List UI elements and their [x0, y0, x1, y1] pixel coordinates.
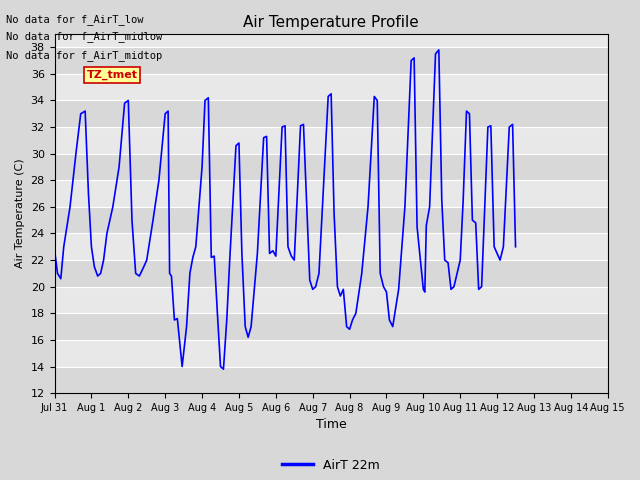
Bar [54, 260, 608, 287]
Bar [54, 313, 608, 340]
Bar [54, 154, 608, 180]
Bar [54, 367, 608, 393]
Text: No data for f_AirT_midtop: No data for f_AirT_midtop [6, 49, 163, 60]
Text: TZ_tmet: TZ_tmet [86, 70, 138, 80]
Y-axis label: Air Temperature (C): Air Temperature (C) [15, 159, 25, 268]
Text: No data for f_AirT_midlow: No data for f_AirT_midlow [6, 31, 163, 42]
Bar [54, 100, 608, 127]
Legend: AirT 22m: AirT 22m [277, 454, 385, 477]
Title: Air Temperature Profile: Air Temperature Profile [243, 15, 419, 30]
Bar [54, 207, 608, 233]
Bar [54, 47, 608, 74]
X-axis label: Time: Time [316, 419, 346, 432]
Text: No data for f_AirT_low: No data for f_AirT_low [6, 13, 144, 24]
